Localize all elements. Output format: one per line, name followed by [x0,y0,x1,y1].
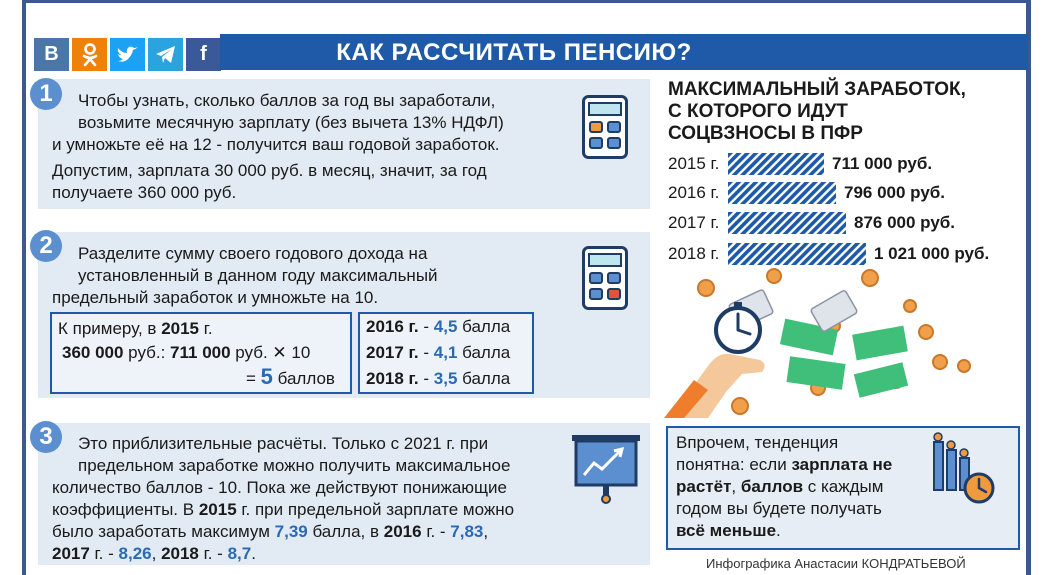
title-bar: КАК РАССЧИТАТЬ ПЕНСИЮ? [220,34,1028,70]
vk-icon: B [44,43,59,65]
step-3-panel [38,423,650,565]
step-1-panel [38,79,650,209]
odnoklassniki-share-button[interactable] [72,38,107,71]
calculator-icon [582,246,628,310]
right-title-line-3: СОЦВЗНОСЫ В ПФР [668,123,863,144]
step-3-line-4: коэффициенты. В 2015 г. при предельной з… [52,500,515,519]
example-box [50,312,352,394]
conclusion-line-2: понятна: если зарплата не [676,455,893,474]
page-title: КАК РАССЧИТАТЬ ПЕНСИЮ? [336,39,692,66]
step-2-line-2: установленный в данном году максимальный [78,266,438,285]
step-2-line-1: Разделите сумму своего годового дохода н… [78,244,428,263]
right-title-line-1: МАКСИМАЛЬНЫЙ ЗАРАБОТОК, [668,79,966,100]
telegram-icon [155,45,175,63]
chart-value-label: 711 000 руб. [832,154,933,173]
step-2-number: 2 [30,230,62,262]
step-3-line-1: Это приблизительные расчёты. Только с 20… [78,434,489,453]
chart-bar-2016 [728,182,836,204]
hand-icon [664,353,765,418]
social-share-bar: B f [34,38,221,71]
frame-right [1026,0,1031,575]
chart-row-2017: 2017 г. 876 000 руб. [668,210,955,236]
chart-year-label: 2016 г. [668,183,720,202]
telegram-share-button[interactable] [148,38,183,71]
chart-row-2018: 2018 г. 1 021 000 руб. [668,241,989,267]
calculator-icon [582,95,628,159]
example-line-1: К примеру, в 2015 г. [58,319,213,338]
step-1-line-5: получаете 360 000 руб. [52,183,237,202]
chart-year-label: 2018 г. [668,244,720,263]
chart-row-2015: 2015 г. 711 000 руб. [668,151,932,177]
banknote-icon [779,318,909,398]
other-year-2017: 2017 г. - 4,1 балла [366,343,511,362]
step-3-line-6: 2017 г. - 8,26, 2018 г. - 8,7. [52,544,256,563]
vk-share-button[interactable]: B [34,38,69,71]
step-1-line-2: возьмите месячную зарплату (без вычета 1… [78,113,504,132]
chart-row-2016: 2016 г. 796 000 руб. [668,180,945,206]
conclusion-line-4: годом вы будете получать [676,499,882,518]
other-year-2018: 2018 г. - 3,5 балла [366,369,511,388]
step-2-line-3: предельный заработок и умножьте на 10. [52,288,379,307]
other-year-2016: 2016 г. - 4,5 балла [366,317,511,336]
chart-bar-2017 [728,212,846,234]
conclusion-line-5: всё меньше. [676,521,781,540]
step-1-line-3: и умножьте её на 12 - получится ваш годо… [52,135,500,154]
frame-left [22,0,26,575]
twitter-share-button[interactable] [110,38,145,71]
presentation-board-icon [572,435,640,504]
step-1-number: 1 [30,78,62,110]
facebook-icon: f [200,43,207,65]
odnoklassniki-icon [82,42,97,66]
step-1-line-1: Чтобы узнать, сколько баллов за год вы з… [78,91,496,110]
chart-year-label: 2017 г. [668,213,720,232]
conclusion-line-3: растёт, баллов с каждым [676,477,884,496]
money-stopwatch-illustration [664,268,971,418]
twitter-icon [117,46,138,62]
stopwatch-icon [714,302,762,354]
step-3-line-5: было заработать максимум 7,39 балла, в 2… [52,522,489,541]
step-3-line-3: количество баллов - 10. Пока же действую… [52,478,507,497]
step-1-line-4: Допустим, зарплата 30 000 руб. в месяц, … [52,161,487,180]
other-years-box [358,312,534,394]
step-3-line-2: предельном заработке можно получить макс… [78,456,511,475]
chart-value-label: 796 000 руб. [844,183,946,202]
chart-bar-2015 [728,153,824,175]
chart-value-label: 876 000 руб. [854,213,956,232]
conclusion-line-1: Впрочем, тенденция [676,433,839,452]
step-3-number: 3 [30,421,62,453]
chart-year-label: 2015 г. [668,154,720,173]
example-line-2: 360 000 руб.: 711 000 руб. ✕ 10 [62,343,311,362]
chart-value-label: 1 021 000 руб. [874,244,990,263]
right-title-line-2: С КОТОРОГО ИДУТ [668,101,848,122]
chart-bar-2018 [728,243,866,265]
infographic-credit: Инфографика Анастасии КОНДРАТЬЕВОЙ [706,556,966,571]
declining-chart-clock-icon [933,432,995,504]
frame-top [22,0,1031,3]
example-line-3: = 5 баллов [246,364,335,389]
facebook-share-button[interactable]: f [186,38,221,71]
